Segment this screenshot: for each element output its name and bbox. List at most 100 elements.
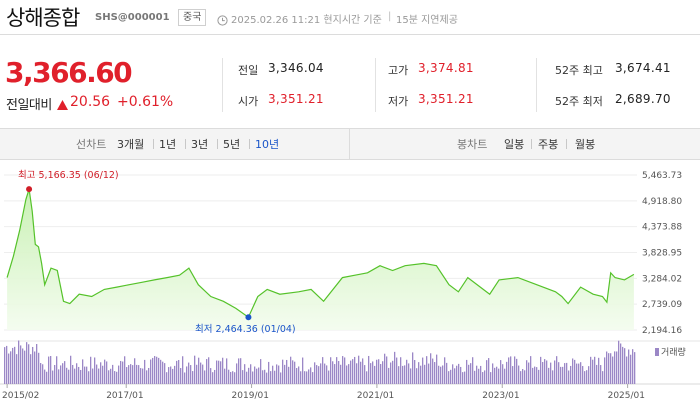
volume-bar: [358, 355, 360, 384]
volume-bar: [174, 365, 176, 384]
volume-bar: [288, 366, 290, 384]
w52-low-value: 2,689.70: [615, 92, 671, 106]
range-5y-button[interactable]: 5년: [223, 138, 241, 151]
volume-bar: [18, 340, 20, 384]
low-value: 3,351.21: [418, 92, 474, 106]
volume-bar: [82, 359, 84, 384]
candle-monthly-button[interactable]: 월봉: [575, 138, 596, 151]
volume-bar: [114, 371, 116, 384]
volume-bar: [420, 365, 422, 384]
volume-bar: [136, 364, 138, 384]
volume-bar: [230, 371, 232, 384]
volume-bar: [394, 351, 396, 384]
candle-weekly-button[interactable]: 주봉: [538, 138, 559, 151]
volume-bar: [382, 361, 384, 384]
volume-bar: [246, 371, 248, 384]
volume-bar: [344, 357, 346, 384]
volume-bar: [130, 364, 132, 384]
high-value: 3,374.81: [418, 61, 474, 75]
volume-bar: [590, 356, 592, 384]
volume-bar: [368, 355, 370, 384]
volume-bar: [70, 355, 72, 384]
volume-bar: [286, 359, 288, 384]
volume-bar: [26, 342, 28, 384]
range-3y-button[interactable]: 3년: [191, 138, 209, 151]
volume-bar: [604, 357, 606, 384]
volume-bar: [580, 362, 582, 384]
volume-bar: [302, 357, 304, 384]
volume-bar: [280, 372, 282, 384]
change-label: 전일대비: [6, 98, 52, 113]
volume-bar: [342, 356, 344, 384]
delay-note: 15분 지연제공: [396, 15, 458, 26]
volume-bar: [418, 362, 420, 384]
volume-bar: [330, 357, 332, 384]
range-3m-button[interactable]: 3개월: [117, 138, 145, 151]
volume-bar: [264, 369, 266, 384]
volume-bar: [208, 357, 210, 384]
volume-bar: [20, 345, 22, 384]
volume-bar: [60, 365, 62, 384]
volume-bar: [628, 349, 630, 384]
volume-bar: [598, 357, 600, 384]
w52-low-label: 52주 최저: [555, 95, 603, 108]
volume-bar: [606, 351, 608, 384]
candle-chart-label: 봉차트: [457, 138, 488, 151]
volume-bar: [46, 371, 48, 384]
volume-bar: [204, 370, 206, 384]
volume-bar: [62, 363, 64, 384]
volume-bar: [412, 352, 414, 384]
volume-bar: [424, 364, 426, 384]
volume-bar: [512, 366, 514, 384]
volume-bar: [140, 368, 142, 384]
price-area: [7, 189, 634, 330]
volume-bar: [112, 364, 114, 384]
volume-bar: [414, 360, 416, 384]
volume-bar: [332, 361, 334, 384]
current-price: 3,366.60: [5, 56, 133, 89]
range-1y-button[interactable]: 1년: [159, 138, 177, 151]
volume-bar: [16, 354, 18, 384]
volume-bar: [540, 356, 542, 384]
volume-bar: [582, 366, 584, 384]
volume-bar: [560, 366, 562, 384]
volume-bar: [524, 370, 526, 384]
volume-bar: [80, 369, 82, 384]
volume-bar: [320, 363, 322, 384]
volume-bar: [24, 350, 26, 384]
volume-bar: [504, 368, 506, 384]
volume-bar: [408, 363, 410, 384]
volume-bar: [396, 357, 398, 384]
volume-bar: [352, 359, 354, 384]
volume-bar: [294, 361, 296, 384]
volume-bar: [100, 362, 102, 384]
volume-bar: [576, 363, 578, 384]
volume-bar: [484, 370, 486, 384]
volume-bar: [406, 359, 408, 384]
min-annotation: 최저 2,464.36 (01/04): [195, 324, 296, 335]
volume-bar: [562, 366, 564, 384]
volume-bar: [64, 361, 66, 384]
volume-bar: [544, 359, 546, 384]
volume-bar: [50, 356, 52, 384]
volume-bar: [428, 363, 430, 384]
volume-bar: [566, 362, 568, 384]
x-tick-label: 2015/02: [2, 391, 39, 401]
volume-bar: [194, 355, 196, 384]
volume-bar: [198, 357, 200, 384]
volume-bar: [486, 360, 488, 384]
x-tick-label: 2019/01: [232, 391, 269, 401]
volume-bar: [146, 370, 148, 384]
volume-bar: [610, 353, 612, 384]
volume-bar: [450, 369, 452, 384]
volume-bar: [180, 368, 182, 384]
candle-daily-button[interactable]: 일봉: [504, 138, 525, 151]
volume-bar: [468, 364, 470, 384]
volume-bar: [542, 362, 544, 384]
volume-bar: [124, 356, 126, 384]
volume-bar: [298, 366, 300, 384]
volume-bar: [386, 356, 388, 384]
range-10y-button[interactable]: 10년: [255, 138, 280, 151]
volume-bar: [586, 370, 588, 384]
volume-bar: [328, 370, 330, 384]
